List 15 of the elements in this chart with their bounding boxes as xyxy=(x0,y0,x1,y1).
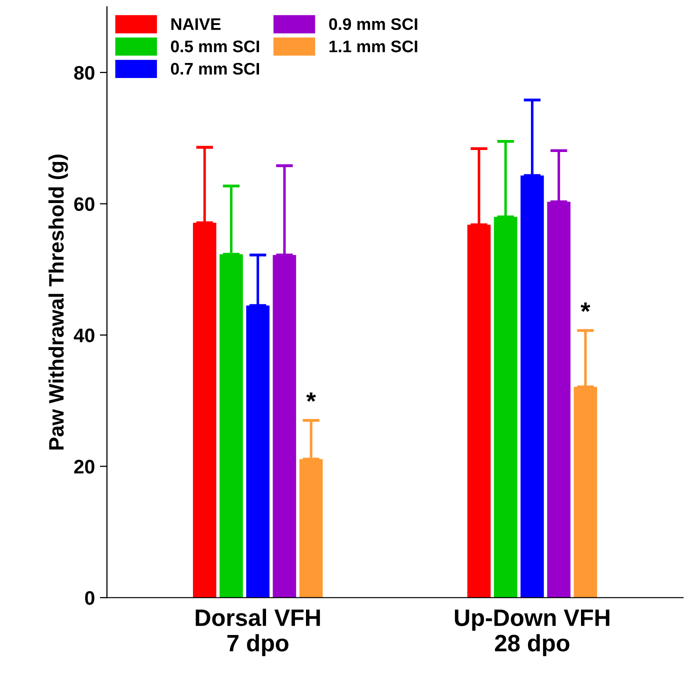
annotation: * xyxy=(306,392,316,402)
y-tick-label: 0 xyxy=(85,591,94,605)
annotation: * xyxy=(580,302,590,312)
y-axis-title: Paw Withdrawal Threshold (g) xyxy=(48,154,68,450)
legend-label: 0.9 mm SCI xyxy=(329,18,418,30)
y-tick-label: 40 xyxy=(74,328,94,342)
legend-label: 0.5 mm SCI xyxy=(170,40,260,52)
y-tick-label: 60 xyxy=(74,197,94,211)
legend-label: NAIVE xyxy=(171,18,221,30)
x-tick-label: Up-Down VFH 28 dpo xyxy=(454,610,610,656)
legend-label: 1.1 mm SCI xyxy=(330,40,418,52)
legend-label: 0.7 mm SCI xyxy=(170,62,260,75)
x-tick-label: Dorsal VFH 7 dpo xyxy=(196,608,320,656)
y-tick-label: 80 xyxy=(74,66,94,80)
y-tick-label: 20 xyxy=(74,460,94,474)
